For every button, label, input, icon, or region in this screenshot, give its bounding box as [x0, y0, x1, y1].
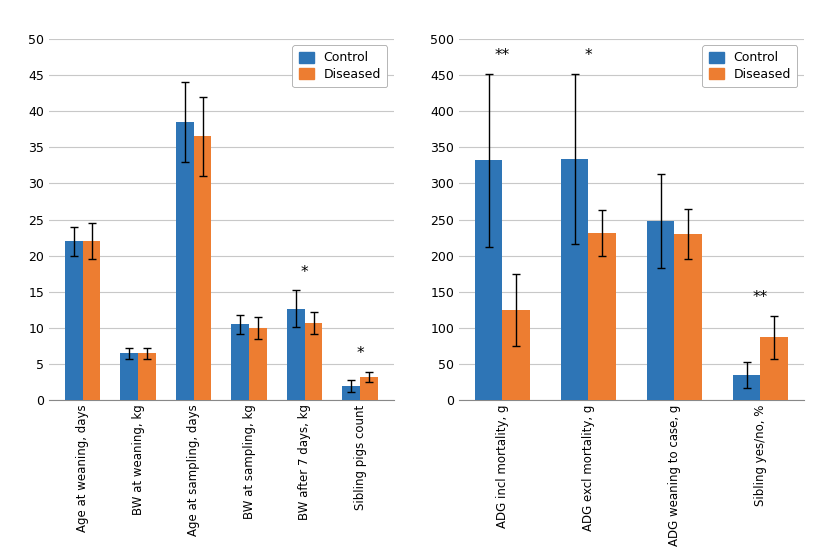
Bar [673, 234, 701, 400]
Bar [305, 323, 322, 400]
Bar [646, 221, 673, 400]
Legend: Control, Diseased: Control, Diseased [292, 45, 387, 87]
Bar [231, 324, 249, 400]
Bar [138, 354, 156, 400]
Bar [193, 136, 211, 400]
Bar [588, 232, 615, 400]
Bar [65, 241, 83, 400]
Bar [759, 337, 787, 400]
Bar [342, 386, 360, 400]
Bar [175, 122, 193, 400]
Bar [474, 160, 502, 400]
Text: **: ** [752, 290, 767, 305]
Text: *: * [301, 265, 308, 280]
Text: *: * [356, 346, 364, 361]
Bar [360, 377, 378, 400]
Bar [83, 241, 100, 400]
Text: **: ** [494, 48, 509, 63]
Bar [560, 159, 588, 400]
Bar [502, 310, 529, 400]
Bar [287, 309, 305, 400]
Text: *: * [584, 48, 591, 63]
Bar [249, 328, 267, 400]
Bar [120, 354, 138, 400]
Bar [732, 375, 759, 400]
Legend: Control, Diseased: Control, Diseased [702, 45, 796, 87]
